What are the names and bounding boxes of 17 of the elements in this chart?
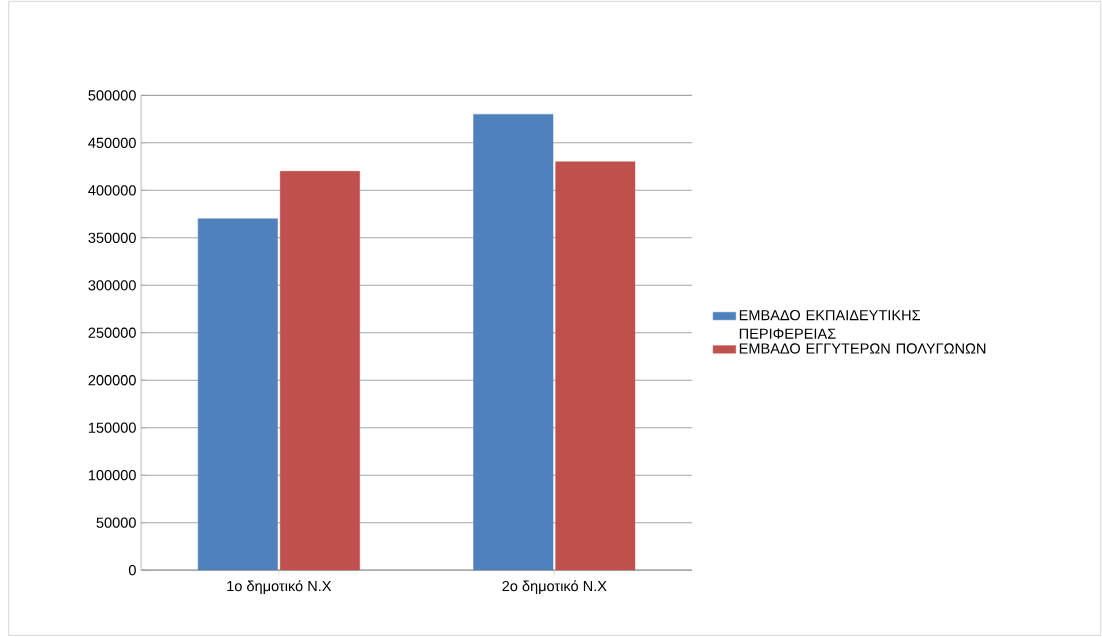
y-tick-label: 350000 bbox=[88, 232, 136, 244]
bar bbox=[555, 161, 636, 571]
y-tick-label: 50000 bbox=[96, 517, 136, 528]
x-tick-label: 2ο δημοτικό Ν.Χ bbox=[502, 580, 607, 595]
legend-label: ΕΜΒΑΔΟ ΕΓΓΥΤΕΡΩΝ ΠΟΛΥΓΩΝΩΝ bbox=[739, 343, 986, 354]
y-tick-label: 0 bbox=[128, 565, 136, 576]
y-tick-label: 500000 bbox=[88, 90, 136, 101]
y-tick-label: 450000 bbox=[88, 137, 136, 149]
y-tick-label: 100000 bbox=[88, 470, 136, 481]
x-tick-label: 1ο δημοτικό Ν.Χ bbox=[227, 580, 332, 595]
y-tick-label: 200000 bbox=[88, 375, 136, 386]
y-tick-label: 150000 bbox=[88, 422, 136, 434]
y-tick-label: 400000 bbox=[88, 185, 136, 196]
y-tick-label: 300000 bbox=[88, 280, 136, 291]
y-tick-label: 250000 bbox=[88, 327, 136, 339]
legend-label: ΕΜΒΑΔΟ ΕΚΠΑΙΔΕΥΤΙΚΗΣ ΠΕΡΙΦΕΡΕΙΑΣ bbox=[739, 310, 921, 339]
bar bbox=[279, 171, 360, 571]
